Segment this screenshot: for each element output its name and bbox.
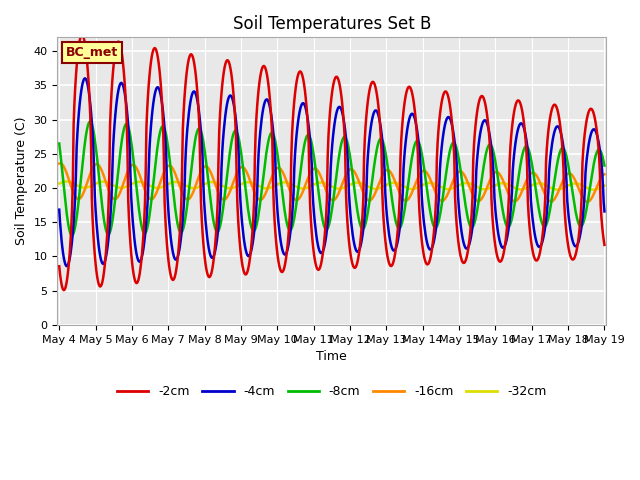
Title: Soil Temperatures Set B: Soil Temperatures Set B	[233, 15, 431, 33]
Legend: -2cm, -4cm, -8cm, -16cm, -32cm: -2cm, -4cm, -8cm, -16cm, -32cm	[112, 380, 552, 403]
Y-axis label: Soil Temperature (C): Soil Temperature (C)	[15, 117, 28, 245]
X-axis label: Time: Time	[316, 350, 348, 363]
Text: BC_met: BC_met	[66, 46, 118, 59]
